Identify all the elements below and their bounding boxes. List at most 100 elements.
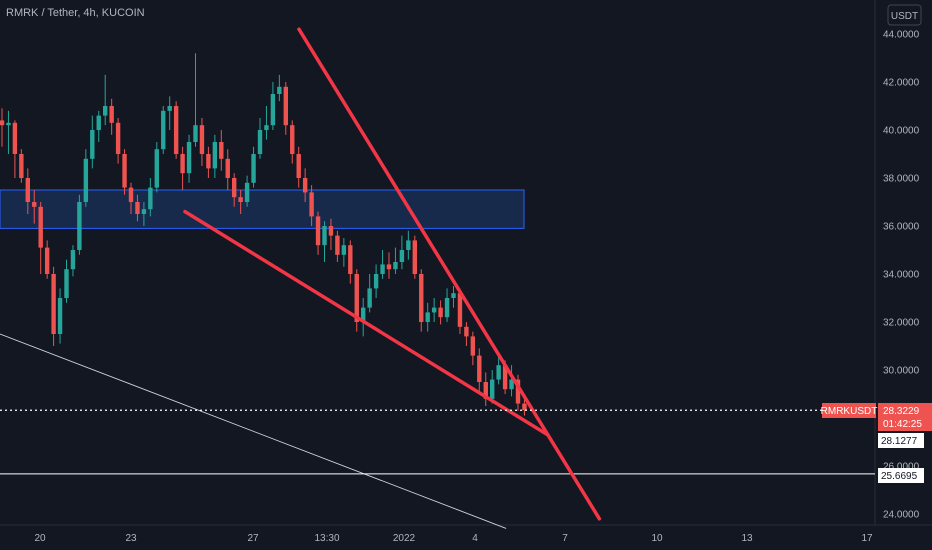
candle-body: [431, 307, 437, 313]
candle-body: [38, 206, 43, 248]
candle-body: [257, 130, 263, 154]
candle: [167, 96, 172, 130]
currency-button[interactable]: USDT: [887, 4, 922, 26]
candle: [464, 322, 469, 346]
y-tick-label: 34.0000: [883, 270, 920, 281]
candle-body: [496, 365, 501, 380]
candle-body: [212, 142, 218, 169]
candle-body: [6, 122, 11, 126]
candle: [399, 235, 405, 270]
candle: [161, 106, 166, 154]
currency-button-frame: [887, 4, 922, 26]
x-tick-label: 13: [741, 533, 753, 544]
trendline-lower: [183, 209, 550, 437]
candle-body: [451, 293, 456, 298]
x-tick-label: 7: [562, 533, 568, 544]
candle-body: [419, 274, 424, 322]
candle: [477, 348, 482, 392]
y-tick-label: 38.0000: [883, 174, 920, 185]
candle: [193, 53, 198, 147]
candle: [490, 370, 495, 404]
candle-body: [135, 202, 140, 214]
candle-body: [251, 154, 256, 183]
candle-body: [199, 125, 205, 154]
x-tick-label: 10: [651, 533, 663, 544]
diagonal-line: [0, 333, 507, 529]
candle-body: [57, 298, 63, 334]
candle: [393, 247, 398, 274]
candle: [438, 300, 443, 325]
candle-body: [264, 125, 269, 130]
candle: [296, 146, 301, 188]
last-price-tag-bg: [878, 403, 932, 431]
candle: [386, 252, 392, 279]
candle-body: [444, 298, 450, 318]
candle: [115, 118, 121, 164]
candle: [244, 175, 250, 207]
candle: [12, 120, 18, 178]
candle: [444, 288, 450, 322]
candle: [515, 374, 521, 411]
last-price-tag-value: 28.3229: [883, 406, 920, 417]
chart-title: RMRK / Tether, 4h, KUCOIN: [6, 7, 145, 19]
candle-body: [470, 336, 476, 356]
candle: [283, 82, 288, 135]
candle: [38, 202, 43, 274]
candle: [322, 221, 327, 262]
candle: [380, 250, 385, 279]
candle: [19, 149, 24, 183]
x-tick-label: 2022: [393, 533, 416, 544]
candle: [70, 245, 76, 277]
candle-body: [180, 154, 185, 174]
candle-body: [161, 110, 166, 150]
candle: [277, 74, 282, 102]
candle: [103, 74, 108, 126]
candle-body: [302, 178, 308, 193]
candle-body: [522, 403, 527, 411]
candle: [44, 240, 50, 279]
candle-body: [309, 192, 314, 217]
x-tick-label: 27: [247, 533, 259, 544]
y-tick-label: 26.0000: [883, 462, 920, 473]
candle-body: [335, 235, 340, 255]
candle: [290, 120, 295, 164]
countdown-label: 01:42:25: [883, 419, 922, 430]
candle: [83, 149, 89, 207]
candle: [451, 286, 456, 308]
candle-body: [412, 240, 417, 274]
y-tick-label: 42.0000: [883, 78, 920, 89]
candle-body: [51, 274, 56, 334]
candle: [51, 266, 56, 346]
candle-body: [406, 240, 411, 250]
candle: [264, 106, 269, 140]
candle: [483, 372, 488, 406]
candle-body: [348, 245, 353, 274]
candle-body: [103, 106, 108, 116]
candle: [25, 168, 30, 214]
candle-body: [438, 307, 443, 318]
candle-body: [115, 122, 121, 154]
candle-body: [283, 86, 288, 126]
candle-body: [386, 264, 392, 270]
candle: [509, 365, 514, 397]
candle-body: [328, 226, 334, 236]
candle: [225, 149, 230, 190]
candle-body: [32, 202, 37, 207]
candle: [361, 298, 366, 337]
candle: [128, 182, 134, 214]
candle: [199, 118, 205, 166]
candle-body: [206, 154, 211, 169]
candle-body: [128, 187, 134, 202]
candle: [257, 118, 263, 159]
candle: [412, 235, 417, 279]
candle-body: [515, 379, 521, 404]
x-tick-label: 20: [34, 533, 46, 544]
candle-body: [244, 182, 250, 202]
horizontal-line-tag-bg: [878, 468, 924, 483]
candle-body: [141, 209, 147, 214]
candle: [496, 355, 501, 385]
candle-body: [425, 312, 430, 322]
candle-body: [167, 106, 172, 111]
candle: [354, 269, 359, 332]
